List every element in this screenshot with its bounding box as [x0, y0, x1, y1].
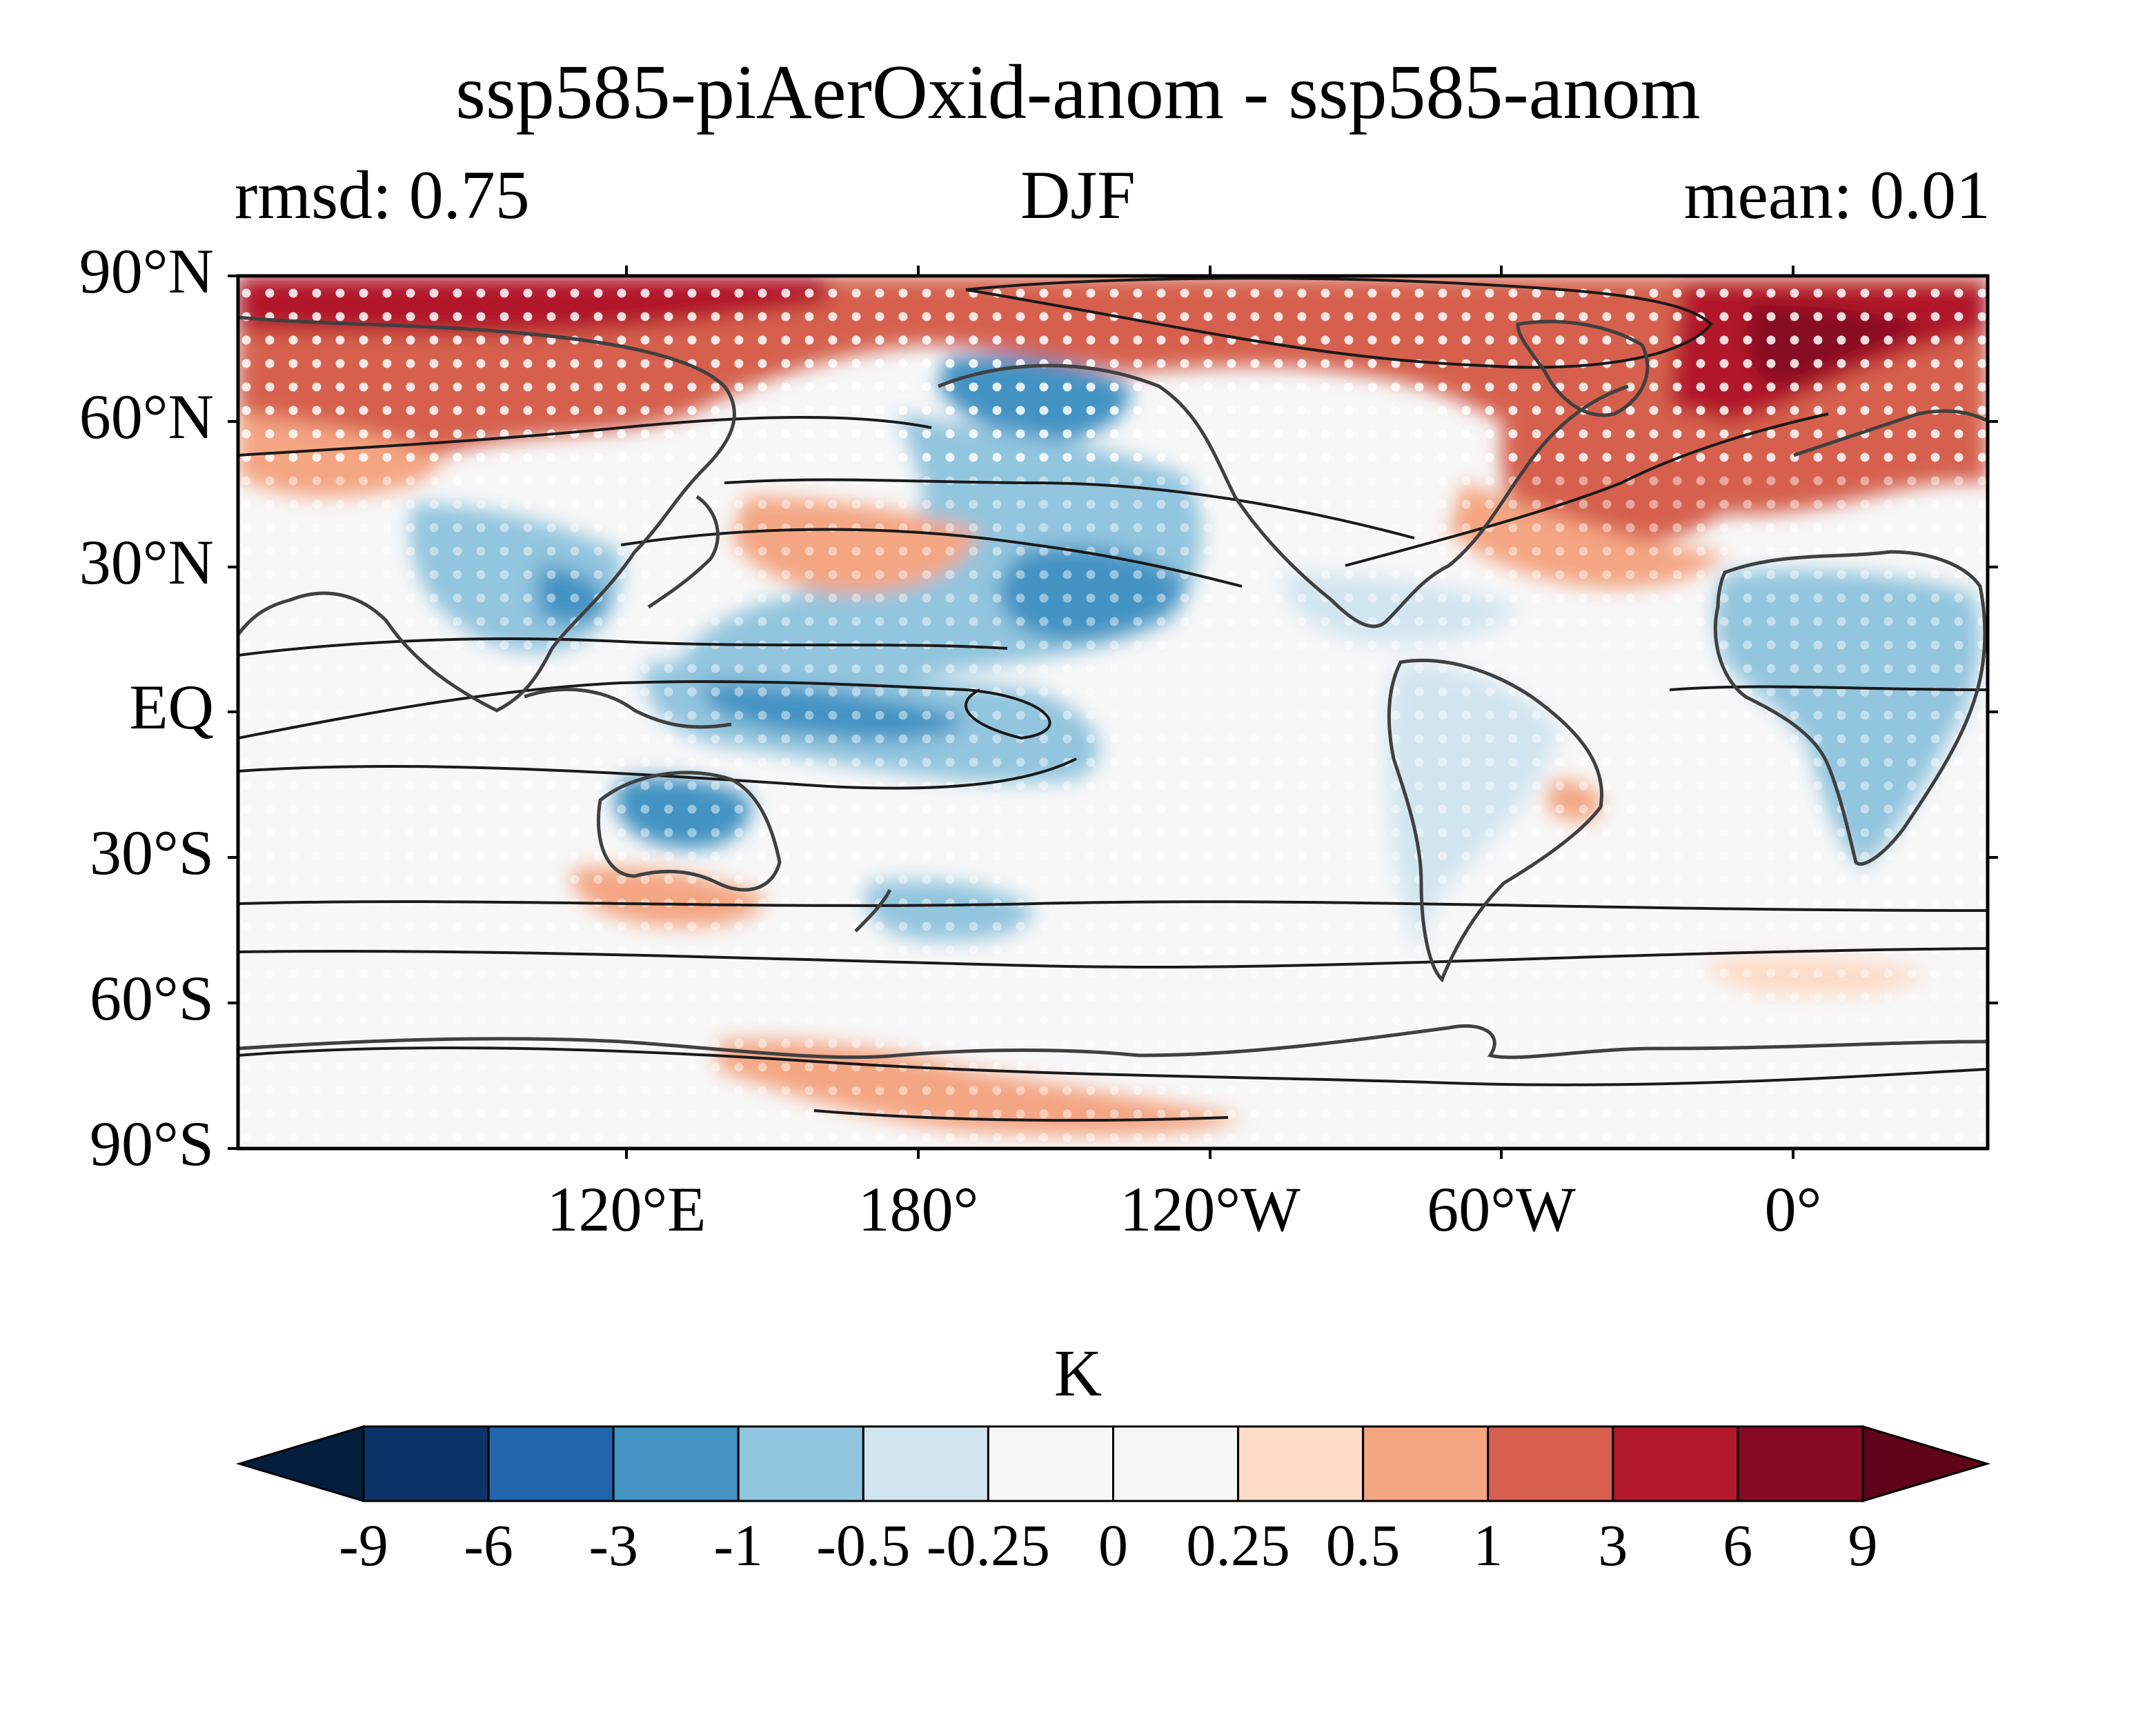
colorbar-extend-high — [1861, 1424, 1991, 1503]
x-tick-label: 120°E — [546, 1174, 706, 1244]
colorbar-tick-label: 1 — [1473, 1512, 1503, 1578]
subtitle-rmsd: rmsd: 0.75 — [235, 157, 530, 233]
y-tick-label: 90°S — [90, 1108, 214, 1179]
x-tick-label: 120°W — [1120, 1174, 1300, 1244]
colorbar-tick-label: -0.25 — [926, 1512, 1050, 1578]
stippling — [238, 276, 1988, 1149]
subtitle-season: DJF — [1020, 157, 1136, 233]
coast-europe — [1793, 409, 1988, 457]
coast-antarctica — [238, 1024, 1988, 1060]
colorbar-tick-label: 0 — [1098, 1512, 1128, 1578]
colorbar-segment — [362, 1425, 490, 1502]
colorbar-segment — [737, 1425, 864, 1502]
colorbar-segment — [1362, 1425, 1490, 1502]
y-tick-label: 30°N — [79, 527, 214, 597]
colorbar-segment — [1487, 1425, 1614, 1502]
colorbar-tick-label: -3 — [589, 1512, 638, 1578]
y-tick-label: 90°N — [79, 236, 214, 306]
colorbar-segment — [1737, 1425, 1864, 1502]
coastlines — [238, 315, 1988, 1060]
x-tick-label: 180° — [858, 1174, 979, 1244]
colorbar-tick-label: 9 — [1848, 1512, 1878, 1578]
colorbar-unit: K — [1054, 1336, 1102, 1410]
colorbar-segment — [1237, 1425, 1365, 1502]
axis-ticks — [228, 266, 1998, 1159]
y-tick-label: 60°N — [79, 381, 214, 452]
climatology-contours — [238, 277, 1988, 1122]
coast-japan — [647, 495, 720, 609]
coast-australia — [596, 771, 782, 892]
contour-line — [724, 478, 1415, 539]
colorbar-segment — [862, 1425, 989, 1502]
coast-africa — [1713, 550, 1987, 866]
coast-new-zealand — [854, 888, 892, 933]
x-tick-label: 0° — [1764, 1174, 1822, 1244]
colorbar — [235, 1424, 1991, 1503]
colorbar-tick-label: 6 — [1723, 1512, 1753, 1578]
colorbar-tick-label: 0.25 — [1186, 1512, 1290, 1578]
contour-line — [238, 947, 1988, 969]
colorbar-tick-label: 0.5 — [1325, 1512, 1401, 1578]
contour-line — [238, 900, 1988, 912]
contour-line — [1345, 412, 1829, 567]
coast-south-america — [1387, 659, 1603, 983]
colorbar-segment — [1612, 1425, 1739, 1502]
coast-eurasia — [238, 315, 736, 713]
colorbar-tick-label: 3 — [1598, 1512, 1628, 1578]
contour-line — [813, 1109, 1229, 1122]
contour-line — [238, 680, 1051, 740]
contour-line — [238, 1046, 1988, 1086]
y-tick-label: EQ — [129, 672, 214, 742]
colorbar-tick-label: -9 — [339, 1512, 388, 1578]
contour-line — [238, 757, 1077, 790]
contour-line — [238, 637, 1008, 657]
y-tick-label: 30°S — [90, 817, 214, 888]
coast-greenland — [1516, 319, 1650, 417]
map-panel — [238, 276, 1988, 1149]
coast-sea-islands — [524, 688, 732, 729]
contour-line — [1669, 685, 1988, 691]
colorbar-segment — [612, 1425, 740, 1502]
y-tick-label: 60°S — [90, 963, 214, 1033]
colorbar-segment — [487, 1425, 615, 1502]
colorbar-tick-label: -1 — [713, 1512, 764, 1578]
colorbar-tick-label: -6 — [464, 1512, 513, 1578]
coast-north-america — [938, 364, 1629, 628]
subtitle-mean: mean: 0.01 — [1683, 157, 1990, 233]
contour-line — [620, 528, 1243, 588]
chart-title: ssp585-piAerOxid-anom - ssp585-anom — [455, 50, 1701, 135]
contour-line — [965, 277, 1713, 369]
colorbar-segment — [1112, 1425, 1240, 1502]
colorbar-extend-low — [235, 1424, 365, 1503]
colorbar-tick-label: -0.5 — [816, 1512, 911, 1578]
x-tick-label: 60°W — [1427, 1174, 1576, 1244]
contour-line — [238, 416, 932, 457]
colorbar-segment — [987, 1425, 1114, 1502]
